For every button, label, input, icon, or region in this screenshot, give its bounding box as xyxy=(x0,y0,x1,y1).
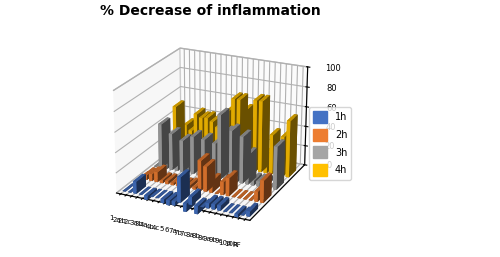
Title: % Decrease of inflammation: % Decrease of inflammation xyxy=(100,4,320,18)
Legend: 1h, 2h, 3h, 4h: 1h, 2h, 3h, 4h xyxy=(309,107,352,180)
